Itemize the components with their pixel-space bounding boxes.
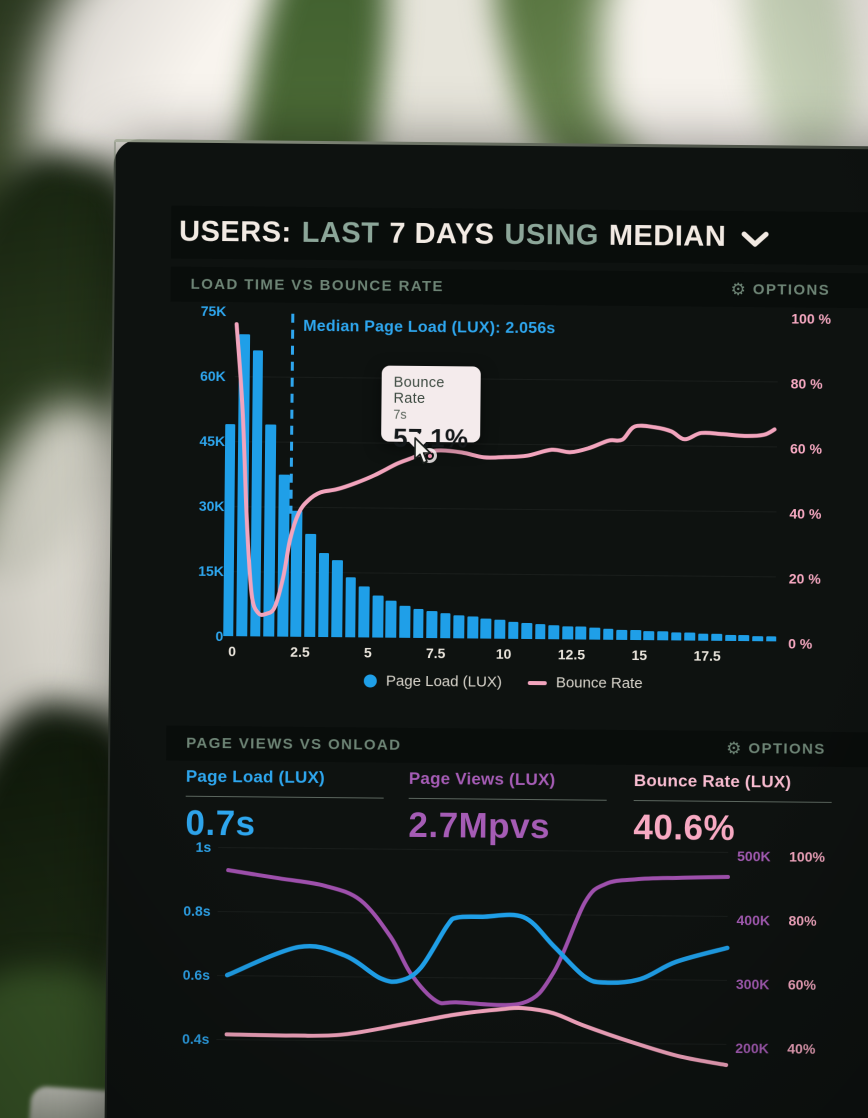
dashboard-title-dropdown[interactable]: USERS: LAST 7 DAYS USING MEDIAN [170,205,868,266]
options-label: OPTIONS [748,740,826,758]
axis-tick: 7.5 [425,645,446,662]
axis-tick: 400K [736,912,771,929]
chart1-legend: Page Load (LUX) Bounce Rate [232,671,775,693]
metric-bounce-rate: Bounce Rate (LUX) 40.6% [633,771,832,850]
axis-tick: 60K [199,367,226,385]
axis-tick: 10 [495,645,512,662]
chevron-down-icon[interactable] [740,231,770,248]
metric-label: Page Load (LUX) [185,766,325,788]
axis-tick: 45K [199,432,226,450]
axis-tick: 0.6s [182,966,211,983]
axis-tick: 500K [737,848,771,865]
options-label: OPTIONS [752,281,831,299]
axis-tick: 60% [787,976,817,993]
axis-tick: 2.5 [290,643,310,660]
legend-label: Page Load (LUX) [385,672,502,691]
axis-tick: 60 % [789,440,823,457]
axis-tick: 40 % [789,505,822,522]
legend-item-page-load[interactable]: Page Load (LUX) [363,672,502,691]
chart1-right-axis: 100 % 80 % 60 % 40 % 20 % 0 % [788,146,863,652]
title-segment: USING [504,218,599,252]
axis-tick: 0.4s [182,1030,210,1047]
legend-item-bounce-rate[interactable]: Bounce Rate [527,674,643,693]
chart2-plot-area[interactable] [216,845,730,1085]
divider [408,797,607,801]
axis-tick: 0 [215,627,224,645]
panel-page-views-header: PAGE VIEWS VS ONLOAD ⚙ OPTIONS [166,725,868,768]
axis-tick: 75K [200,302,227,320]
panel-load-time-header: LOAD TIME VS BOUNCE RATE ⚙ OPTIONS [170,266,868,309]
gear-icon: ⚙ [730,279,746,300]
axis-tick: 12.5 [557,646,586,663]
chart2-lines [224,868,730,1068]
pink-line-icon [527,680,547,685]
metric-label: Page Views (LUX) [408,768,556,790]
median-annotation: Median Page Load (LUX): 2.056s [303,317,556,338]
title-segment: 7 DAYS [389,217,495,251]
options-button[interactable]: ⚙ OPTIONS [730,272,830,308]
tooltip-x-value: 7s [393,407,407,422]
chart2-left-axis: 1s 0.8s 0.6s 0.4s [164,139,218,1047]
metric-value: 2.7Mpvs [408,805,551,847]
metric-page-views: Page Views (LUX) 2.7Mpvs [408,769,607,848]
axis-tick: 20 % [788,570,821,587]
bounce-rate-line [234,322,777,617]
axis-tick: 30K [198,497,225,515]
gear-icon: ⚙ [726,738,742,759]
tooltip-series: Bounce Rate [393,374,445,408]
axis-tick: 100% [789,848,826,865]
axis-tick: 0.8s [183,902,211,919]
metric-value: 40.6% [633,808,736,848]
axis-tick: 0 [228,643,237,660]
axis-tick: 15K [198,562,224,580]
divider [185,795,384,799]
metric-label: Bounce Rate (LUX) [633,771,792,792]
panel-title: PAGE VIEWS VS ONLOAD [186,734,402,754]
divider [633,800,832,803]
axis-tick: 17.5 [693,647,721,664]
legend-label: Bounce Rate [555,674,643,693]
mouse-cursor [414,437,432,464]
axis-tick: 5 [363,644,372,661]
title-segment: MEDIAN [608,219,727,253]
metric-page-load: Page Load (LUX) 0.7s [185,767,384,846]
chart1-x-axis: 0 2.5 5 7.5 10 12.5 15 17.5 [228,643,775,666]
axis-tick: 40% [787,1040,816,1057]
axis-tick: 80% [788,912,817,929]
chart1-plot-area[interactable] [222,311,778,642]
axis-tick: 80 % [790,375,823,392]
axis-tick: 1s [195,838,212,855]
options-button[interactable]: ⚙ OPTIONS [726,731,826,767]
axis-tick: 0 % [788,635,813,652]
axis-tick: 200K [735,1040,769,1057]
blue-dot-icon [363,674,378,688]
title-segment: LAST [301,216,380,250]
title-segment: USERS: [178,215,292,249]
panel-title: LOAD TIME VS BOUNCE RATE [190,275,445,296]
chart-tooltip: Bounce Rate 7s 57.1% [381,365,481,453]
metric-value: 0.7s [185,803,256,844]
axis-tick: 15 [631,646,648,664]
chart1-left-axis: 75K 60K 45K 30K 15K 0 [170,140,228,644]
axis-tick: 300K [735,976,770,993]
axis-tick: 100 % [791,310,832,327]
laptop-screen: USERS: LAST 7 DAYS USING MEDIAN LOAD TIM… [103,139,868,1118]
